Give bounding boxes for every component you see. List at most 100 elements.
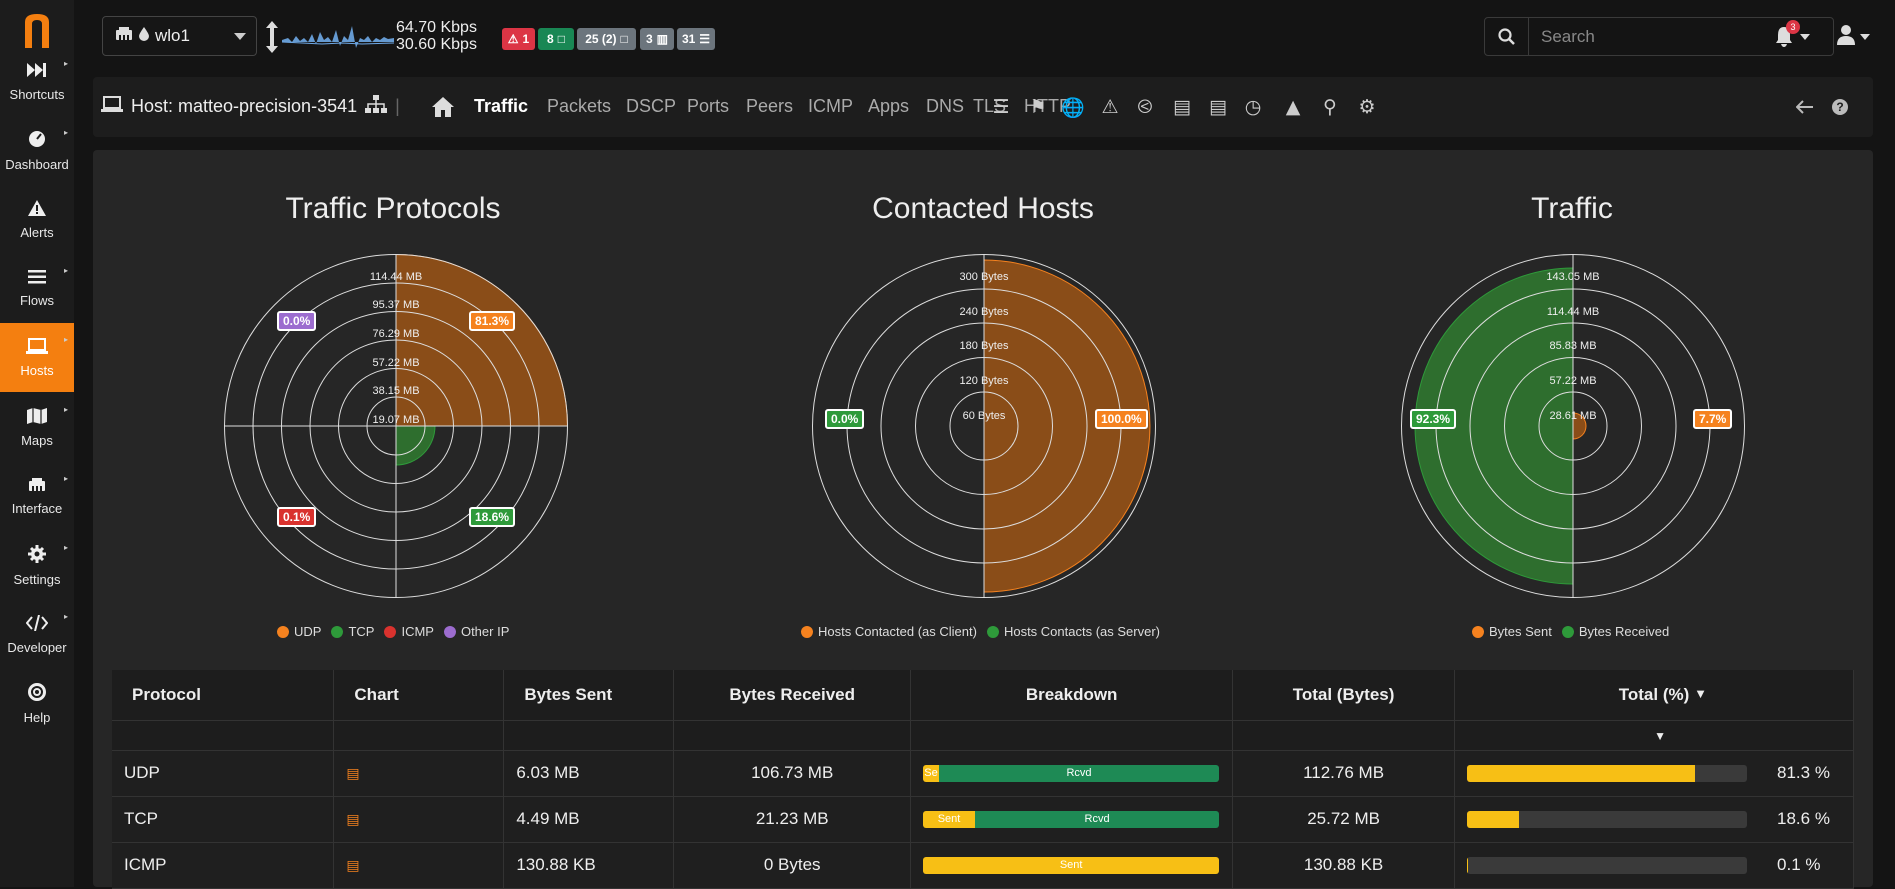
pct-value: 0.1 %	[1777, 855, 1820, 874]
notifications-button[interactable]: 3	[1774, 22, 1814, 52]
tab-peers[interactable]: Peers	[746, 96, 793, 117]
label-server: 0.0%	[825, 409, 864, 429]
legend-label: Other IP	[461, 624, 509, 639]
legend-item[interactable]: TCP	[331, 624, 374, 639]
tab-dscp[interactable]: DSCP	[626, 96, 676, 117]
sidebar-item-settings[interactable]: Settings ▸	[0, 531, 74, 600]
legend-item[interactable]: Bytes Sent	[1472, 624, 1552, 639]
sidebar-item-label: Developer	[7, 640, 66, 655]
legend-label: Hosts Contacted (as Client)	[818, 624, 977, 639]
tab-traffic[interactable]: Traffic	[474, 96, 528, 117]
interface-select[interactable]: wlo1	[102, 16, 257, 56]
tab-dns[interactable]: DNS	[926, 96, 964, 117]
sidebar-item-label: Interface	[12, 501, 63, 516]
legend-item[interactable]: Hosts Contacts (as Server)	[987, 624, 1160, 639]
flows-list-icon[interactable]: ☰	[989, 95, 1013, 119]
tab-icmp[interactable]: ICMP	[808, 96, 853, 117]
file-icon[interactable]: ▤	[1206, 95, 1230, 119]
bell-concierge-icon[interactable]: ▲	[1281, 95, 1305, 119]
area-chart-icon[interactable]: ▤	[346, 811, 359, 827]
flag-icon[interactable]: ⚑	[1026, 95, 1050, 119]
sidebar-item-flows[interactable]: Flows▸	[0, 254, 74, 323]
speed-up: 64.70 Kbps	[396, 19, 477, 36]
column-header[interactable]: Bytes Sent	[504, 670, 674, 720]
host-title: Host: matteo-precision-3541 |	[101, 95, 400, 118]
sidebar-item-help[interactable]: Help	[0, 669, 74, 738]
legend-item[interactable]: UDP	[277, 624, 321, 639]
help-icon[interactable]: ?	[1828, 95, 1852, 119]
tab-packets[interactable]: Packets	[547, 96, 611, 117]
sidebar-item-dashboard[interactable]: Dashboard▸	[0, 116, 74, 185]
legend-item[interactable]: Hosts Contacted (as Client)	[801, 624, 977, 639]
label-client: 100.0%	[1095, 409, 1148, 429]
hosts-badge[interactable]: 25 (2)□	[577, 28, 636, 50]
legend-label: Bytes Received	[1579, 624, 1669, 639]
cell-total-pct: 81.3 %	[1455, 750, 1854, 796]
sort-desc-icon[interactable]: ▼	[1654, 729, 1666, 743]
home-icon[interactable]	[431, 95, 455, 119]
globe-icon[interactable]: 🌐	[1061, 95, 1085, 119]
ring-label: 85.83 MB	[1549, 340, 1596, 352]
sidebar-item-shortcuts[interactable]: Shortcuts▸	[0, 47, 74, 116]
sidebar-item-interface[interactable]: Interface▸	[0, 462, 74, 531]
sidebar-item-developer[interactable]: Developer▸	[0, 600, 74, 669]
pct-bar-fill	[1467, 811, 1519, 828]
warning-icon[interactable]: ⚠	[1098, 95, 1122, 119]
bars-icon: ☰	[699, 32, 710, 46]
map-icon	[27, 408, 47, 433]
local-hosts-badge[interactable]: 8□	[538, 28, 574, 50]
laptop-icon: □	[621, 32, 628, 46]
pct-value: 81.3 %	[1777, 763, 1830, 782]
legend-item[interactable]: ICMP	[384, 624, 434, 639]
column-header[interactable]: Bytes Received	[674, 670, 911, 720]
cell-received: 106.73 MB	[674, 750, 911, 796]
cell-protocol: ICMP	[112, 842, 334, 888]
cell-chart: ▤	[334, 750, 504, 796]
compass-icon[interactable]: ⧀	[1133, 95, 1157, 119]
area-chart-icon[interactable]: ▤	[1170, 95, 1194, 119]
caret-right-icon: ▸	[64, 335, 68, 344]
cell-total-pct: 0.1 %	[1455, 842, 1854, 888]
tab-ports[interactable]: Ports	[687, 96, 729, 117]
sidebar-item-label: Settings	[14, 572, 61, 587]
column-header[interactable]: Chart	[334, 670, 504, 720]
lifebuoy-icon	[28, 683, 46, 710]
arrow-left-icon[interactable]	[1793, 95, 1817, 119]
flows-badge[interactable]: 31 ☰	[677, 28, 715, 50]
sidebar-item-alerts[interactable]: Alerts	[0, 185, 74, 254]
area-chart-icon[interactable]: ▤	[346, 765, 359, 781]
cell-total-pct: 18.6 %	[1455, 796, 1854, 842]
user-icon	[1836, 24, 1856, 46]
breakdown-bar: Sent	[923, 857, 1219, 874]
flows-count: 31	[682, 32, 695, 46]
sidebar-item-maps[interactable]: Maps▸	[0, 393, 74, 462]
legend-item[interactable]: Bytes Received	[1562, 624, 1669, 639]
sidebar-item-hosts[interactable]: Hosts▸	[0, 323, 74, 392]
alerts-badge[interactable]: ⚠1	[502, 28, 535, 50]
gear-icon	[28, 545, 46, 572]
devices-badge[interactable]: 3▥	[640, 28, 674, 50]
tab-apps[interactable]: Apps	[868, 96, 909, 117]
sidebar-item-label: Shortcuts	[10, 87, 65, 102]
ring-label: 114.44 MB	[370, 271, 422, 283]
column-header[interactable]: Total (Bytes)	[1233, 670, 1455, 720]
column-header[interactable]: Breakdown	[911, 670, 1233, 720]
breakdown-sent: Se	[923, 765, 939, 782]
area-chart-icon[interactable]: ▤	[346, 857, 359, 873]
user-menu-button[interactable]	[1836, 24, 1876, 54]
label-other: 0.0%	[277, 311, 316, 331]
sitemap-icon[interactable]	[365, 95, 387, 118]
ring-label: 60 Bytes	[963, 410, 1006, 422]
legend-item[interactable]: Other IP	[444, 624, 509, 639]
search-button[interactable]	[1485, 18, 1529, 55]
column-header-sorted[interactable]: Total (%) ▼	[1455, 670, 1854, 720]
cell-total: 130.88 KB	[1233, 842, 1455, 888]
ring-label: 57.22 MB	[372, 357, 419, 369]
zoom-icon[interactable]: ⚲	[1318, 95, 1342, 119]
protocols-table: Protocol Chart Bytes Sent Bytes Received…	[112, 670, 1854, 889]
caret-right-icon: ▸	[64, 543, 68, 552]
clock-icon[interactable]: ◷	[1241, 95, 1265, 119]
column-header[interactable]: Protocol	[112, 670, 334, 720]
gear-icon[interactable]: ⚙	[1355, 95, 1379, 119]
